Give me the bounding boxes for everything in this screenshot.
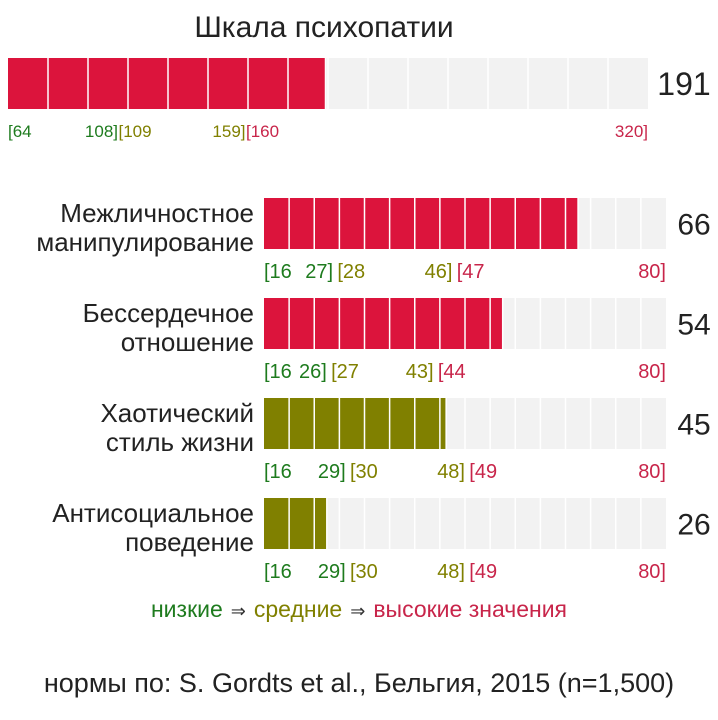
range-mid-end: 48] xyxy=(437,461,465,483)
value-label: 66 xyxy=(677,208,710,241)
legend-arrow-icon: ⇒ xyxy=(230,601,246,621)
range-low-start: [16 xyxy=(264,361,292,383)
scale-label-line: Хаотический xyxy=(100,398,254,428)
psychopathy-scale-chart: Шкала психопатии 191 [64 108] [109 159] [160 32… xyxy=(8,11,711,583)
legend-arrow-icon: ⇒ xyxy=(350,601,366,621)
range-mid-start: [30 xyxy=(350,461,378,483)
scale-label-line: стиль жизни xyxy=(106,427,254,457)
value-bar xyxy=(264,498,327,549)
legend-low: низкие xyxy=(150,596,223,622)
legend-high: высокие значения xyxy=(373,596,568,622)
range-low-start: [16 xyxy=(264,561,292,583)
scale-group: Шкала психопатии 191 [64 108] [109 159] [160 32… xyxy=(8,11,711,141)
scale-label-line: Межличностное xyxy=(60,198,254,228)
range-mid-start: [28 xyxy=(337,261,365,283)
value-label: 54 xyxy=(677,308,710,341)
range-mid-start: [109 xyxy=(119,122,152,141)
range-mid-end: 43] xyxy=(406,361,434,383)
range-high-start: [47 xyxy=(457,261,485,283)
range-high-end: 320] xyxy=(615,122,648,141)
color-legend: низкие ⇒ средние ⇒ высокие значения xyxy=(0,596,718,623)
legend-mid: средние xyxy=(253,596,343,622)
source-note: нормы по: S. Gordts et al., Бельгия, 201… xyxy=(43,668,675,698)
range-mid-end: 48] xyxy=(437,561,465,583)
range-low-start: [16 xyxy=(264,461,292,483)
range-high-end: 80] xyxy=(638,361,666,383)
range-low-start: [16 xyxy=(264,261,292,283)
range-low-start: [64 xyxy=(8,122,32,141)
range-low-end: 108] xyxy=(85,122,118,141)
range-low-end: 29] xyxy=(318,461,346,483)
range-low-end: 29] xyxy=(318,561,346,583)
range-mid-end: 46] xyxy=(425,261,453,283)
range-mid-end: 159] xyxy=(212,122,245,141)
scale-label-line: Бессердечное xyxy=(83,298,254,328)
scale-label-line: поведение xyxy=(125,527,254,557)
range-low-end: 26] xyxy=(299,361,327,383)
range-high-start: [44 xyxy=(438,361,466,383)
range-high-start: [49 xyxy=(469,561,497,583)
range-high-start: [49 xyxy=(469,461,497,483)
range-high-start: [160 xyxy=(246,122,279,141)
range-mid-start: [30 xyxy=(350,561,378,583)
range-high-end: 80] xyxy=(638,261,666,283)
range-high-end: 80] xyxy=(638,461,666,483)
value-label: 26 xyxy=(677,508,710,541)
scale-label-line: манипулирование xyxy=(36,227,254,257)
value-label: 45 xyxy=(677,408,710,441)
range-high-end: 80] xyxy=(638,561,666,583)
chart-title: Шкала психопатии xyxy=(194,11,453,44)
value-bar xyxy=(264,298,503,349)
scale-label-line: Антисоциальное xyxy=(52,498,254,528)
scale-label-line: отношение xyxy=(121,327,254,357)
range-low-end: 27] xyxy=(305,261,333,283)
value-bar xyxy=(264,398,447,449)
range-mid-start: [27 xyxy=(331,361,359,383)
value-bar xyxy=(264,198,579,249)
value-bar xyxy=(8,58,326,109)
value-label: 191 xyxy=(657,66,710,102)
